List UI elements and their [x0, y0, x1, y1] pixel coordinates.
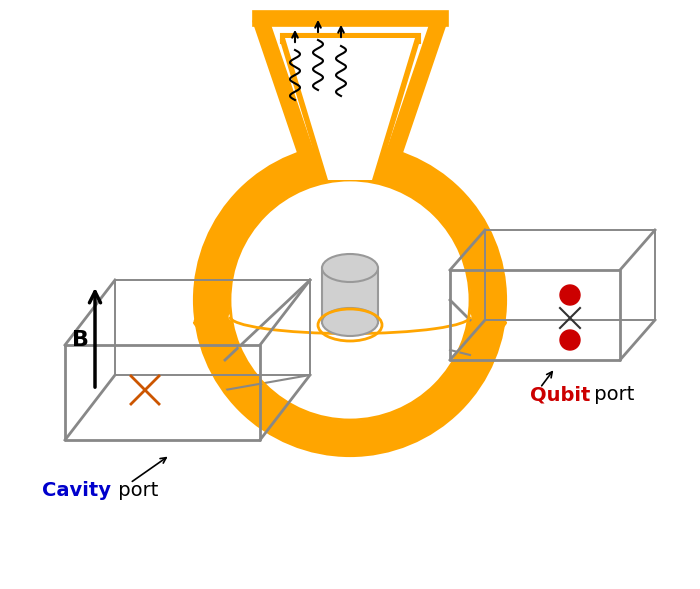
Text: Cavity: Cavity [42, 481, 111, 499]
Circle shape [195, 145, 505, 455]
Text: port: port [588, 385, 634, 405]
Text: Qubit: Qubit [530, 385, 590, 405]
Circle shape [230, 180, 470, 420]
Text: port: port [112, 481, 158, 499]
Polygon shape [285, 38, 415, 180]
Ellipse shape [230, 300, 470, 333]
Ellipse shape [322, 308, 378, 336]
Circle shape [560, 330, 580, 350]
Text: B: B [71, 330, 88, 350]
Circle shape [560, 285, 580, 305]
Ellipse shape [322, 254, 378, 282]
Bar [322, 268, 378, 323]
Ellipse shape [195, 300, 505, 343]
